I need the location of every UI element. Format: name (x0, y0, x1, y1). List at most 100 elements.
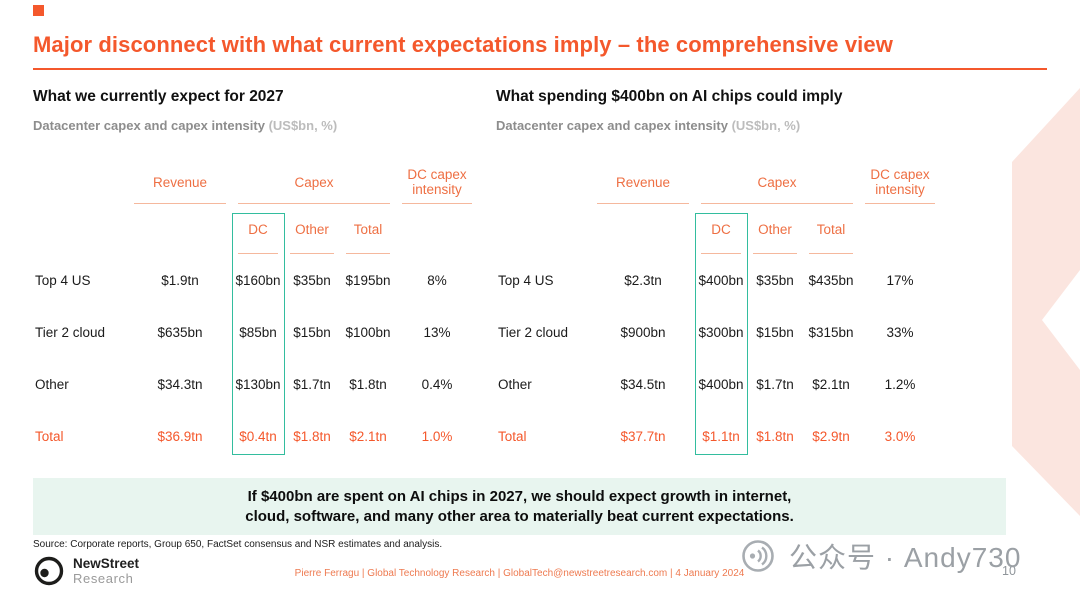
revenue-value: $37.7tn (620, 428, 666, 444)
other-value: $1.8tn (293, 428, 331, 444)
col-header-revenue: Revenue (591, 160, 695, 204)
dc-value: $400bn (698, 376, 744, 392)
panel-heading-left: What we currently expect for 2027 (33, 88, 284, 105)
newstreet-research-brand: NewStreet Research (33, 555, 139, 587)
row-label: Other (498, 376, 532, 392)
row-label: Tier 2 cloud (35, 324, 106, 340)
intensity-value: 33% (886, 324, 914, 340)
capex-table-current: Revenue Capex DC capex intensity DC Othe… (33, 160, 478, 462)
other-value: $1.8tn (756, 428, 794, 444)
intensity-value: 17% (886, 272, 914, 288)
brand-text: NewStreet Research (73, 556, 139, 586)
brand-subname: Research (73, 571, 134, 586)
dc-value: $0.4tn (239, 428, 277, 444)
capex-table-implied: Revenue Capex DC capex intensity DC Othe… (496, 160, 941, 462)
total-value: $100bn (345, 324, 391, 340)
col-header-capex: Capex (695, 160, 859, 204)
panel-heading-right: What spending $400bn on AI chips could i… (496, 88, 843, 105)
subtitle-unit: (US$bn, %) (731, 118, 801, 133)
col-header-dc: DC (695, 204, 747, 254)
table-row: Other $34.5tn $400bn $1.7tn $2.1tn 1.2% (496, 358, 941, 410)
source-note: Source: Corporate reports, Group 650, Fa… (33, 539, 443, 550)
dc-value: $1.1tn (702, 428, 740, 444)
total-value: $435bn (808, 272, 854, 288)
subtitle-text: Datacenter capex and capex intensity (496, 118, 728, 133)
col-header-other: Other (747, 204, 803, 254)
row-label: Tier 2 cloud (498, 324, 569, 340)
row-label: Top 4 US (35, 272, 91, 288)
newstreet-logo-icon (34, 556, 64, 586)
slide-title: Major disconnect with what current expec… (33, 32, 893, 57)
panel-subtitle-right: Datacenter capex and capex intensity (US… (496, 118, 800, 133)
table-row: Tier 2 cloud $900bn $300bn $15bn $315bn … (496, 306, 941, 358)
dc-value: $130bn (235, 376, 281, 392)
panel-subtitle-left: Datacenter capex and capex intensity (US… (33, 118, 337, 133)
other-value: $35bn (293, 272, 331, 288)
revenue-value: $34.5tn (620, 376, 666, 392)
callout-text: If $400bn are spent on AI chips in 2027,… (245, 487, 794, 525)
accent-square (33, 5, 44, 16)
row-label: Top 4 US (498, 272, 554, 288)
table-row-total: Total $36.9tn $0.4tn $1.8tn $2.1tn 1.0% (33, 410, 478, 462)
brand-name: NewStreet (73, 556, 140, 571)
total-value: $315bn (808, 324, 854, 340)
col-header-other: Other (284, 204, 340, 254)
total-value: $195bn (345, 272, 391, 288)
row-label: Total (35, 428, 64, 444)
col-header-total: Total (803, 204, 859, 254)
watermark: 公众号 · Andy730 (740, 536, 1021, 576)
dc-value: $85bn (239, 324, 277, 340)
col-header-capex: Capex (232, 160, 396, 204)
col-header-dc-capex-intensity: DC capex intensity (859, 160, 941, 204)
dc-value: $300bn (698, 324, 744, 340)
total-value: $2.1tn (349, 428, 387, 444)
total-value: $2.9tn (812, 428, 850, 444)
row-label: Other (35, 376, 69, 392)
col-header-dc: DC (232, 204, 284, 254)
other-value: $15bn (293, 324, 331, 340)
total-value: $2.1tn (812, 376, 850, 392)
col-header-dc-capex-intensity: DC capex intensity (396, 160, 478, 204)
dc-value: $400bn (698, 272, 744, 288)
col-header-total: Total (340, 204, 396, 254)
intensity-value: 1.2% (884, 376, 916, 392)
total-value: $1.8tn (349, 376, 387, 392)
table-row: Other $34.3tn $130bn $1.7tn $1.8tn 0.4% (33, 358, 478, 410)
footer-credit: Pierre Ferragu | Global Technology Resea… (294, 568, 745, 579)
intensity-value: 1.0% (421, 428, 453, 444)
panel-400bn-implication: What spending $400bn on AI chips could i… (496, 88, 941, 455)
table-row: Top 4 US $1.9tn $160bn $35bn $195bn 8% (33, 254, 478, 306)
intensity-value: 0.4% (421, 376, 453, 392)
callout-banner: If $400bn are spent on AI chips in 2027,… (33, 478, 1006, 535)
row-label: Total (498, 428, 527, 444)
revenue-value: $1.9tn (161, 272, 199, 288)
revenue-value: $2.3tn (624, 272, 662, 288)
other-value: $35bn (756, 272, 794, 288)
table-header-row-2: DC Other Total (33, 204, 478, 254)
panel-current-expectations: What we currently expect for 2027 Datace… (33, 88, 478, 455)
revenue-value: $900bn (620, 324, 666, 340)
watermark-account-icon (742, 540, 774, 572)
title-divider (33, 68, 1047, 70)
revenue-value: $36.9tn (157, 428, 203, 444)
intensity-value: 13% (423, 324, 451, 340)
other-value: $15bn (756, 324, 794, 340)
other-value: $1.7tn (756, 376, 794, 392)
subtitle-text: Datacenter capex and capex intensity (33, 118, 265, 133)
table-header-row-1: Revenue Capex DC capex intensity (33, 160, 478, 204)
other-value: $1.7tn (293, 376, 331, 392)
revenue-value: $635bn (157, 324, 203, 340)
revenue-value: $34.3tn (157, 376, 203, 392)
table-row: Top 4 US $2.3tn $400bn $35bn $435bn 17% (496, 254, 941, 306)
page-number: 10 (1002, 564, 1016, 578)
table-row-total: Total $37.7tn $1.1tn $1.8tn $2.9tn 3.0% (496, 410, 941, 462)
intensity-value: 3.0% (884, 428, 916, 444)
table-header-row-1: Revenue Capex DC capex intensity (496, 160, 941, 204)
table-header-row-2: DC Other Total (496, 204, 941, 254)
dc-value: $160bn (235, 272, 281, 288)
intensity-value: 8% (427, 272, 447, 288)
watermark-text: 公众号 · Andy730 (789, 542, 1022, 573)
subtitle-unit: (US$bn, %) (268, 118, 338, 133)
col-header-revenue: Revenue (128, 160, 232, 204)
